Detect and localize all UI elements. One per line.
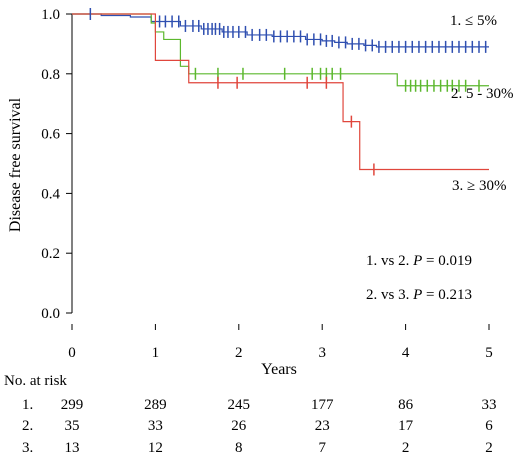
x-tick-label: 3 <box>318 345 326 361</box>
y-tick-label: 0.6 <box>41 127 60 143</box>
x-tick-label: 5 <box>485 345 493 361</box>
risk-count: 86 <box>398 397 414 413</box>
p-value-annotation: 2. vs 3. P = 0.213 <box>366 287 472 303</box>
p-value-annotations: 1. vs 2. P = 0.019 2. vs 3. P = 0.213 <box>366 253 472 303</box>
y-axis-ticks: 0.0 0.2 0.4 0.6 0.8 1.0 <box>41 7 72 322</box>
risk-row-label: 2. <box>22 418 33 434</box>
risk-count: 17 <box>398 418 414 434</box>
risk-row-label: 1. <box>22 397 33 413</box>
risk-count: 33 <box>482 397 497 413</box>
risk-count: 177 <box>311 397 334 413</box>
y-axis-label: Disease free survival <box>7 97 24 232</box>
x-tick-label: 1 <box>152 345 160 361</box>
x-tick-label: 0 <box>68 345 76 361</box>
y-tick-label: 1.0 <box>41 7 60 23</box>
risk-table-title: No. at risk <box>4 373 67 389</box>
risk-row-label: 3. <box>22 440 33 456</box>
series-2-label: 2. 5 - 30% <box>451 86 514 102</box>
plot-area: 0.0 0.2 0.4 0.6 0.8 1.0 0 1 2 3 4 5 1. ≤ 5% 2. 5 - … <box>41 7 513 361</box>
series-2-curve <box>72 13 489 87</box>
risk-count: 7 <box>318 440 326 456</box>
risk-count: 2 <box>485 440 493 456</box>
risk-count: 289 <box>144 397 167 413</box>
series-1-label: 1. ≤ 5% <box>450 13 497 29</box>
series-labels: 1. ≤ 5% 2. 5 - 30% 3. ≥ 30% <box>450 13 514 194</box>
risk-count: 26 <box>231 418 247 434</box>
series-3-label: 3. ≥ 30% <box>452 178 506 194</box>
risk-count: 6 <box>485 418 493 434</box>
x-axis-label: Years <box>261 361 297 378</box>
y-tick-label: 0.0 <box>41 306 60 322</box>
y-tick-label: 0.8 <box>41 67 60 83</box>
risk-count: 35 <box>65 418 80 434</box>
risk-count: 13 <box>65 440 80 456</box>
risk-count: 12 <box>148 440 163 456</box>
risk-count: 245 <box>228 397 251 413</box>
risk-count: 299 <box>61 397 84 413</box>
risk-count: 2 <box>402 440 410 456</box>
x-tick-label: 4 <box>402 345 410 361</box>
risk-count: 23 <box>315 418 330 434</box>
x-tick-label: 2 <box>235 345 243 361</box>
x-axis-ticks: 0 1 2 3 4 5 <box>68 324 493 361</box>
series-3-curve <box>72 13 489 171</box>
risk-count: 8 <box>235 440 243 456</box>
risk-count: 33 <box>148 418 163 434</box>
p-value-annotation: 1. vs 2. P = 0.019 <box>366 253 472 269</box>
y-tick-label: 0.4 <box>41 186 60 202</box>
y-tick-label: 0.2 <box>41 246 60 262</box>
censor-marks <box>89 8 487 176</box>
risk-table: No. at risk 1. 299 289 245 177 86 332. 35 33 26 23… <box>4 373 497 456</box>
